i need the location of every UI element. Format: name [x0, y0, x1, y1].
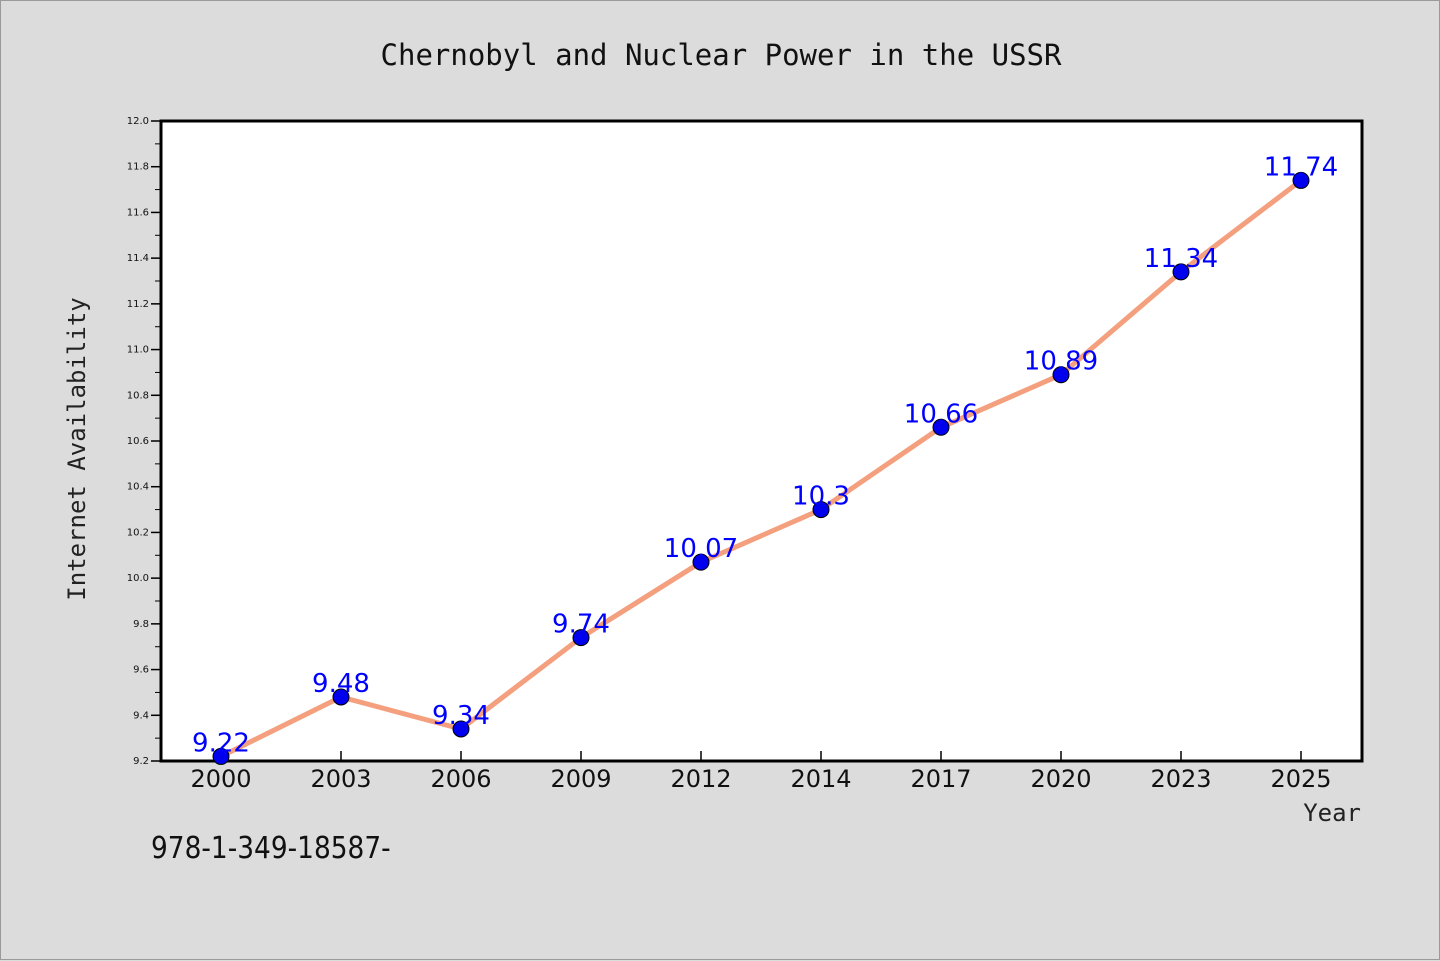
- plot-area: [159, 119, 1364, 763]
- data-point-label: 11.34: [1144, 244, 1218, 274]
- series-line: [218, 177, 1304, 759]
- data-point-label: 10.3: [792, 482, 850, 512]
- x-tick-label: 2020: [1030, 765, 1091, 793]
- x-axis-ticks: 2000 2003 2006 2009 2012 2014 2017 2020 2023 2025: [190, 751, 1332, 793]
- y-tick-label: 9.4: [133, 710, 149, 721]
- data-point-label: 9.74: [552, 610, 610, 640]
- data-point-marker: [452, 720, 470, 738]
- data-point-marker: [212, 747, 230, 765]
- y-tick-label: 11.8: [127, 162, 149, 173]
- y-tick-label: 11.4: [127, 253, 149, 264]
- data-point-marker: [1052, 366, 1070, 384]
- data-point-marker: [932, 418, 950, 436]
- y-tick-label: 10.0: [127, 573, 149, 584]
- data-point-marker: [812, 501, 830, 519]
- x-tick-label: 2014: [790, 765, 851, 793]
- x-tick-label: 2003: [310, 765, 371, 793]
- x-tick-label: 2009: [550, 765, 611, 793]
- x-tick-label: 2000: [190, 765, 251, 793]
- data-point-marker: [1172, 263, 1190, 281]
- data-point-label: 10.07: [664, 534, 738, 564]
- x-tick-label: 2012: [670, 765, 731, 793]
- data-labels: 9.22 9.48 9.34 9.74 10.07 10.3 10.66 10.89 11.34…: [192, 152, 1338, 758]
- data-point-marker: [332, 688, 350, 706]
- y-axis-ticks: 9.2 9.4 9.6 9.8 10.0 10.2 10.4 10.6 10.8 11.0 11.2…: [127, 116, 161, 767]
- data-point-marker: [1292, 171, 1310, 189]
- y-tick-label: 9.8: [133, 619, 149, 630]
- y-tick-label: 9.2: [133, 756, 149, 767]
- y-axis-label: Internet Availability: [63, 297, 91, 600]
- y-tick-label: 9.6: [133, 665, 149, 676]
- y-tick-label: 10.4: [127, 482, 149, 493]
- data-point-label: 9.22: [192, 728, 250, 758]
- data-point-label: 10.66: [904, 399, 978, 429]
- y-tick-label: 12.0: [127, 116, 149, 127]
- x-tick-label: 2023: [1150, 765, 1211, 793]
- x-tick-label: 2006: [430, 765, 491, 793]
- series-markers: [212, 171, 1310, 765]
- data-point-label: 9.34: [432, 701, 490, 731]
- data-point-marker: [692, 553, 710, 571]
- x-tick-label: 2017: [910, 765, 971, 793]
- y-tick-label: 10.2: [127, 527, 149, 538]
- x-tick-label: 2025: [1270, 765, 1331, 793]
- data-point-label: 10.89: [1024, 347, 1098, 377]
- data-point-label: 9.48: [312, 669, 370, 699]
- x-axis-label: Year: [1303, 799, 1361, 827]
- y-tick-label: 10.8: [127, 390, 149, 401]
- isbn-code-text: 978-1-349-18587-: [151, 831, 391, 866]
- y-tick-label: 11.6: [127, 207, 149, 218]
- y-tick-label: 11.2: [127, 299, 149, 310]
- y-tick-label: 11.0: [127, 345, 149, 356]
- chart-title: Chernobyl and Nuclear Power in the USSR: [381, 38, 1062, 72]
- data-point-marker: [572, 629, 590, 647]
- y-tick-label: 10.6: [127, 436, 149, 447]
- data-point-label: 11.74: [1264, 152, 1338, 182]
